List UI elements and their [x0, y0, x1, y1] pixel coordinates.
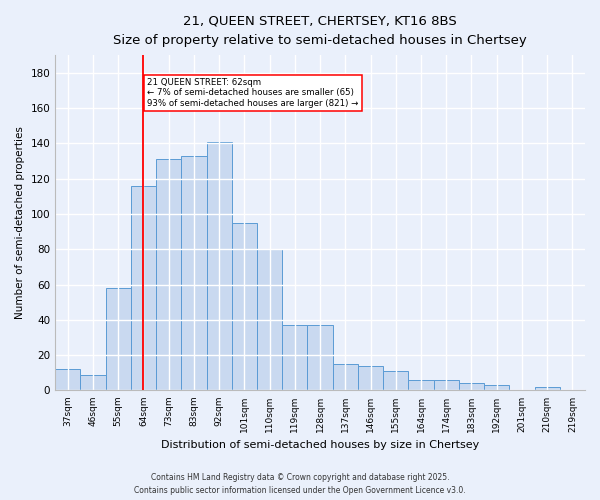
Bar	[282, 325, 307, 390]
Y-axis label: Number of semi-detached properties: Number of semi-detached properties	[15, 126, 25, 319]
Text: Contains HM Land Registry data © Crown copyright and database right 2025.
Contai: Contains HM Land Registry data © Crown c…	[134, 474, 466, 495]
Bar	[55, 370, 80, 390]
Bar	[307, 325, 332, 390]
Bar	[232, 223, 257, 390]
Text: 21 QUEEN STREET: 62sqm
← 7% of semi-detached houses are smaller (65)
93% of semi: 21 QUEEN STREET: 62sqm ← 7% of semi-deta…	[147, 78, 359, 108]
Bar	[484, 385, 509, 390]
Title: 21, QUEEN STREET, CHERTSEY, KT16 8BS
Size of property relative to semi-detached : 21, QUEEN STREET, CHERTSEY, KT16 8BS Siz…	[113, 15, 527, 47]
Bar	[106, 288, 131, 390]
Bar	[80, 374, 106, 390]
Bar	[131, 186, 156, 390]
Bar	[459, 384, 484, 390]
Bar	[156, 159, 181, 390]
X-axis label: Distribution of semi-detached houses by size in Chertsey: Distribution of semi-detached houses by …	[161, 440, 479, 450]
Bar	[206, 142, 232, 390]
Bar	[409, 380, 434, 390]
Bar	[257, 249, 282, 390]
Bar	[358, 366, 383, 390]
Bar	[383, 371, 409, 390]
Bar	[535, 387, 560, 390]
Bar	[181, 156, 206, 390]
Bar	[434, 380, 459, 390]
Bar	[332, 364, 358, 390]
